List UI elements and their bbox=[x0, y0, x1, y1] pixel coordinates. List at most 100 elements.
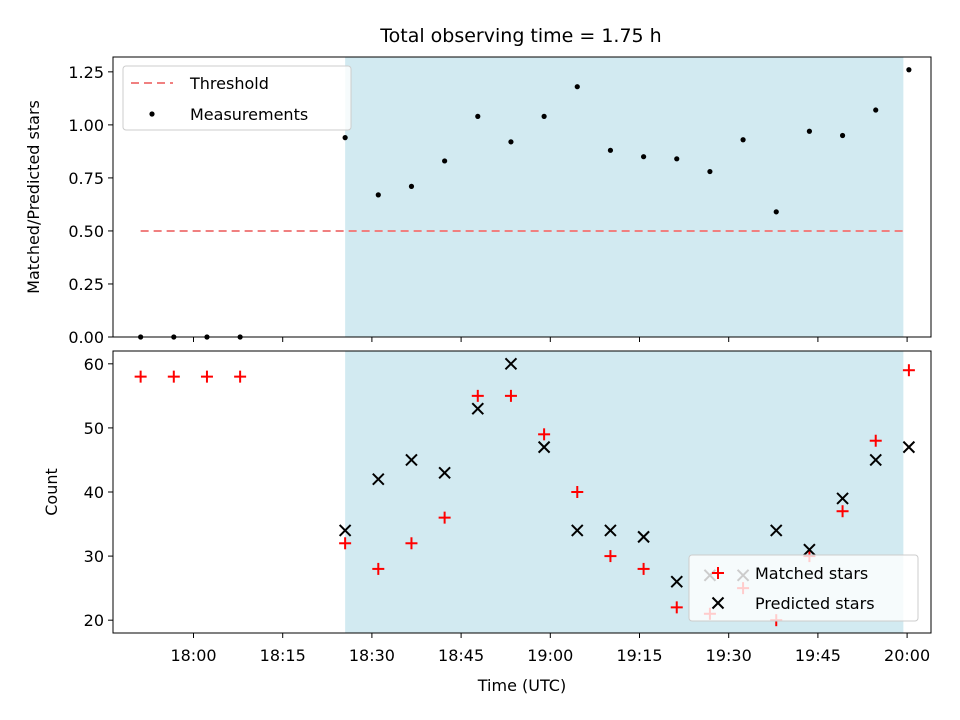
predicted-star-point bbox=[637, 530, 650, 544]
bottom-panel: 20 30 40 50 60 18:00 18:15 18:30 18:45 19:00 19:15… bbox=[42, 350, 932, 695]
y-tick-label-top: 0.50 bbox=[68, 222, 104, 241]
y-tick-label-bottom: 40 bbox=[84, 483, 104, 502]
measurement-point bbox=[574, 84, 580, 90]
top-panel: 0.00 0.25 0.50 0.75 1.00 1.25 Matched/Predicte… bbox=[24, 56, 932, 347]
legend-top: Threshold Measurements bbox=[122, 65, 352, 131]
predicted-star-point bbox=[372, 472, 385, 486]
legend-bottom: Matched stars Predicted stars bbox=[688, 554, 919, 622]
measurement-point bbox=[342, 135, 348, 141]
y-tick-label-bottom: 30 bbox=[84, 547, 104, 566]
shaded-observing-span-top bbox=[345, 57, 904, 337]
measurement-point bbox=[408, 183, 415, 189]
legend-predicted-label: Predicted stars bbox=[755, 594, 875, 613]
matched-star-point bbox=[372, 562, 385, 575]
predicted-star-point bbox=[438, 466, 451, 479]
measurement-point bbox=[674, 156, 680, 162]
y-axis-label-top: Matched/Predicted stars bbox=[24, 100, 43, 294]
predicted-star-mark-b bbox=[869, 453, 882, 467]
matched-star-point bbox=[405, 537, 418, 550]
predicted-star-point bbox=[504, 357, 518, 371]
x-tick-label: 19:00 bbox=[527, 646, 573, 665]
x-tick-label: 18:45 bbox=[438, 646, 484, 665]
predicted-star-mark-b bbox=[471, 402, 484, 415]
predicted-star-point bbox=[338, 524, 352, 537]
matched-star-point bbox=[504, 389, 517, 402]
predicted-star-mark-b bbox=[438, 466, 451, 479]
y-axis-label-bottom: Count bbox=[42, 468, 61, 516]
matched-star-point bbox=[670, 601, 683, 614]
measurement-point bbox=[773, 209, 779, 215]
predicted-star-point bbox=[803, 543, 816, 556]
matched-star-point bbox=[902, 364, 915, 377]
predicted-star-mark-b bbox=[670, 575, 683, 588]
chart-title: Total observing time = 1.75 h bbox=[379, 25, 661, 47]
top-plot-frame bbox=[112, 56, 932, 338]
legend-top-box bbox=[122, 65, 352, 131]
measurement-point bbox=[707, 168, 713, 175]
measurement-point bbox=[740, 137, 746, 143]
measurement-point bbox=[442, 158, 448, 164]
matched-star-point bbox=[836, 505, 849, 518]
y-tick-label-top: 1.00 bbox=[68, 116, 104, 135]
x-axis-label: Time (UTC) bbox=[477, 676, 566, 695]
matched-star-point bbox=[604, 550, 617, 563]
y-tick-label-top: 0.00 bbox=[68, 328, 104, 347]
measurement-point bbox=[806, 128, 813, 134]
matched-star-point bbox=[571, 486, 584, 498]
predicted-star-mark-b bbox=[372, 472, 385, 486]
measurement-point bbox=[873, 107, 879, 113]
y-tick-label-bottom: 60 bbox=[84, 355, 104, 374]
measurement-point bbox=[541, 113, 547, 119]
y-tick-label-top: 1.25 bbox=[68, 63, 104, 82]
predicted-star-mark-b bbox=[604, 524, 617, 537]
predicted-star-point bbox=[869, 453, 882, 467]
predicted-star-point bbox=[537, 440, 551, 454]
predicted-star-point bbox=[405, 453, 418, 467]
predicted-star-point bbox=[471, 402, 484, 415]
matched-star-point bbox=[339, 537, 352, 550]
predicted-star-mark-b bbox=[770, 524, 783, 537]
x-tick-label: 18:00 bbox=[170, 646, 216, 665]
predicted-star-mark-b bbox=[836, 492, 849, 505]
measurement-point bbox=[906, 67, 912, 73]
predicted-star-mark-b bbox=[571, 524, 584, 537]
matched-star-point bbox=[471, 389, 484, 402]
legend-measurements-label: Measurements bbox=[190, 105, 308, 124]
matched-star-point bbox=[234, 370, 247, 383]
y-tick-label-top: 0.75 bbox=[68, 169, 104, 188]
legend-threshold-label: Threshold bbox=[189, 74, 269, 93]
x-tick-label: 19:15 bbox=[616, 646, 662, 665]
predicted-star-point bbox=[770, 524, 783, 537]
predicted-star-mark-b bbox=[803, 543, 816, 556]
matched-star-point bbox=[538, 428, 551, 441]
predicted-star-point bbox=[836, 492, 849, 505]
predicted-star-point bbox=[571, 524, 584, 537]
matched-star-point bbox=[869, 434, 882, 447]
measurement-point bbox=[607, 147, 614, 153]
predicted-star-mark-b bbox=[902, 440, 916, 454]
predicted-star-point bbox=[670, 575, 683, 588]
predicted-star-point bbox=[902, 440, 916, 454]
predicted-star-mark-b bbox=[504, 357, 518, 371]
x-tick-label: 19:45 bbox=[795, 646, 841, 665]
matched-star-point bbox=[134, 370, 147, 383]
x-tick-label: 19:30 bbox=[706, 646, 752, 665]
predicted-star-point bbox=[604, 524, 617, 537]
measurement-point bbox=[640, 154, 647, 160]
legend-measurements-swatch bbox=[149, 111, 155, 117]
matched-star-point bbox=[200, 370, 213, 383]
matched-star-point bbox=[637, 562, 650, 575]
measurement-point bbox=[375, 192, 381, 198]
y-tick-label-top: 0.25 bbox=[68, 275, 104, 294]
x-tick-label: 20:00 bbox=[884, 646, 930, 665]
predicted-star-mark-b bbox=[405, 453, 418, 467]
legend-predicted-swatch-b bbox=[711, 596, 725, 610]
x-tick-label: 18:15 bbox=[260, 646, 306, 665]
predicted-star-mark-b bbox=[637, 530, 650, 544]
measurement-point bbox=[508, 139, 514, 145]
y-tick-label-bottom: 50 bbox=[84, 419, 104, 438]
x-tick-label: 18:30 bbox=[349, 646, 395, 665]
legend-matched-label: Matched stars bbox=[755, 564, 868, 583]
matched-star-point bbox=[167, 370, 180, 383]
